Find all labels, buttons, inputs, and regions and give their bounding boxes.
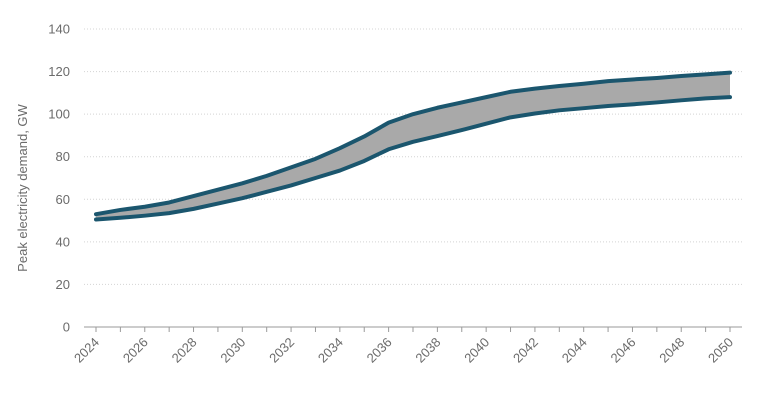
y-axis-title: Peak electricity demand, GW [15,103,30,271]
y-tick-label-60: 60 [56,192,70,207]
upper-bound-line [94,70,732,217]
y-tick-label-40: 40 [56,234,70,249]
y-axis-tick-labels: 0 20 40 60 80 100 120 140 [48,22,70,335]
x-tick-label-2032: 2032 [266,335,297,366]
y-tick-label-80: 80 [56,149,70,164]
x-tick-label-2036: 2036 [364,335,395,366]
x-tick-label-2040: 2040 [461,335,492,366]
demand-range-band [96,72,730,220]
x-tick-label-2046: 2046 [608,335,639,366]
y-tick-label-0: 0 [63,320,70,335]
x-tick-label-2042: 2042 [510,335,541,366]
x-tick-label-2044: 2044 [559,335,590,366]
x-axis-ticks [95,327,731,332]
x-tick-label-2024: 2024 [71,335,102,366]
y-tick-label-20: 20 [56,277,70,292]
x-axis-tick-labels: 2024 2026 2028 2030 2032 2034 2036 2038 2040 2042… [71,335,736,366]
y-tick-label-100: 100 [48,107,70,122]
x-tick-label-2030: 2030 [217,335,248,366]
gridlines [84,28,742,285]
lower-bound-line [94,95,732,222]
y-tick-label-140: 140 [48,22,70,37]
x-tick-label-2050: 2050 [705,335,736,366]
y-tick-label-120: 120 [48,64,70,79]
x-tick-label-2026: 2026 [120,335,151,366]
x-tick-label-2048: 2048 [656,335,687,366]
x-tick-label-2038: 2038 [412,335,443,366]
x-tick-label-2028: 2028 [169,335,200,366]
x-tick-label-2034: 2034 [315,335,346,366]
